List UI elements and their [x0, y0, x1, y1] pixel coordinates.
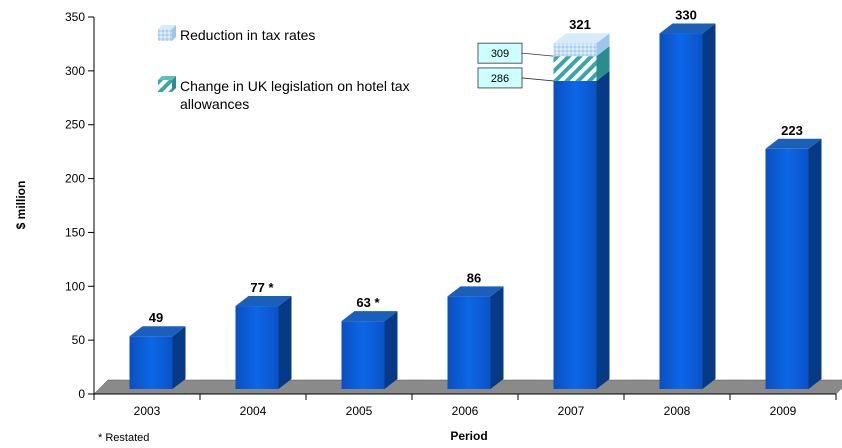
bar-2008	[659, 23, 716, 390]
bar-2003	[129, 326, 186, 389]
x-tick-label: 2003	[134, 404, 161, 418]
callout-leader	[521, 52, 554, 57]
y-tick-label: 50	[72, 333, 86, 347]
bar-side-base	[596, 70, 610, 390]
bar-front	[129, 336, 173, 389]
callout-leader	[521, 77, 554, 82]
bar-top	[659, 23, 716, 34]
value-label-2006: 86	[467, 270, 481, 285]
x-tick-label: 2004	[240, 404, 267, 418]
bar-2007	[553, 33, 610, 390]
value-label-2009: 223	[781, 123, 803, 138]
y-tick-label: 100	[65, 279, 85, 293]
x-tick-label: 2007	[558, 404, 585, 418]
value-label-2005: 63 *	[356, 295, 380, 310]
y-axis-ticks: 0 50 100 150 200 250 300 350	[65, 10, 94, 401]
value-labels: 49 77 * 63 * 86 321 330 223	[149, 8, 803, 326]
bar-front-tax-rate-reduction	[553, 43, 597, 57]
bar-2005	[341, 311, 398, 389]
value-label-2007: 321	[569, 17, 591, 32]
callouts: 309 286	[477, 42, 554, 89]
y-tick-label: 0	[78, 387, 85, 401]
bar-side	[172, 326, 186, 389]
bar-top	[447, 286, 504, 297]
x-tick-label: 2006	[452, 404, 479, 418]
callout-label: 309	[491, 48, 509, 60]
bar-series	[129, 23, 822, 390]
legend: Reduction in tax rates Change in UK legi…	[158, 25, 410, 112]
bar-front	[765, 148, 809, 389]
y-tick-label: 350	[65, 10, 85, 24]
y-tick-label: 250	[65, 118, 85, 132]
bar-2006	[447, 286, 504, 389]
bar-2004	[235, 296, 292, 389]
value-label-2003: 49	[149, 310, 163, 325]
x-tick-label: 2009	[770, 404, 797, 418]
x-axis-title: Period	[450, 429, 487, 443]
bar-front	[659, 33, 703, 390]
legend-label-uk-legislation-line2: allowances	[180, 96, 249, 112]
legend-swatch-striped-icon	[158, 76, 176, 92]
x-tick-label: 2005	[346, 404, 373, 418]
bar-front	[341, 321, 385, 389]
footnote: * Restated	[98, 432, 149, 444]
callout-label: 286	[491, 73, 509, 85]
bar-front-uk-legislation	[553, 56, 597, 81]
bar-side	[490, 286, 504, 389]
legend-swatch-dotted-icon	[158, 25, 176, 41]
bar-side-tax-rate-reduction	[596, 33, 610, 57]
bar-front-base	[553, 80, 597, 390]
value-label-2004: 77 *	[250, 280, 274, 295]
bar-top	[341, 311, 398, 322]
x-tick-label: 2008	[664, 404, 691, 418]
bar-top-tax-rate-reduction	[553, 33, 610, 44]
value-label-2008: 330	[675, 8, 697, 23]
bar-side	[384, 311, 398, 389]
bar-side-uk-legislation	[596, 46, 610, 81]
bar-top	[765, 138, 822, 149]
callout-286: 286	[477, 67, 554, 89]
bar-side	[278, 296, 292, 389]
legend-label-reduction: Reduction in tax rates	[180, 27, 315, 43]
callout-309: 309	[477, 42, 554, 64]
y-axis-title: $ million	[14, 181, 28, 230]
bar-side	[702, 23, 716, 390]
bar-top	[235, 296, 292, 307]
bar-front	[447, 296, 491, 389]
bar-front	[235, 306, 279, 389]
y-tick-label: 300	[65, 64, 85, 78]
y-tick-label: 150	[65, 225, 85, 239]
bar-top	[129, 326, 186, 337]
bar-side	[808, 138, 822, 389]
y-tick-label: 200	[65, 172, 85, 186]
x-axis-ticks: 2003 2004 2005 2006 2007 2008 2009	[93, 394, 837, 418]
bar-2009	[765, 138, 822, 389]
legend-label-uk-legislation-line1: Change in UK legislation on hotel tax	[180, 78, 410, 94]
